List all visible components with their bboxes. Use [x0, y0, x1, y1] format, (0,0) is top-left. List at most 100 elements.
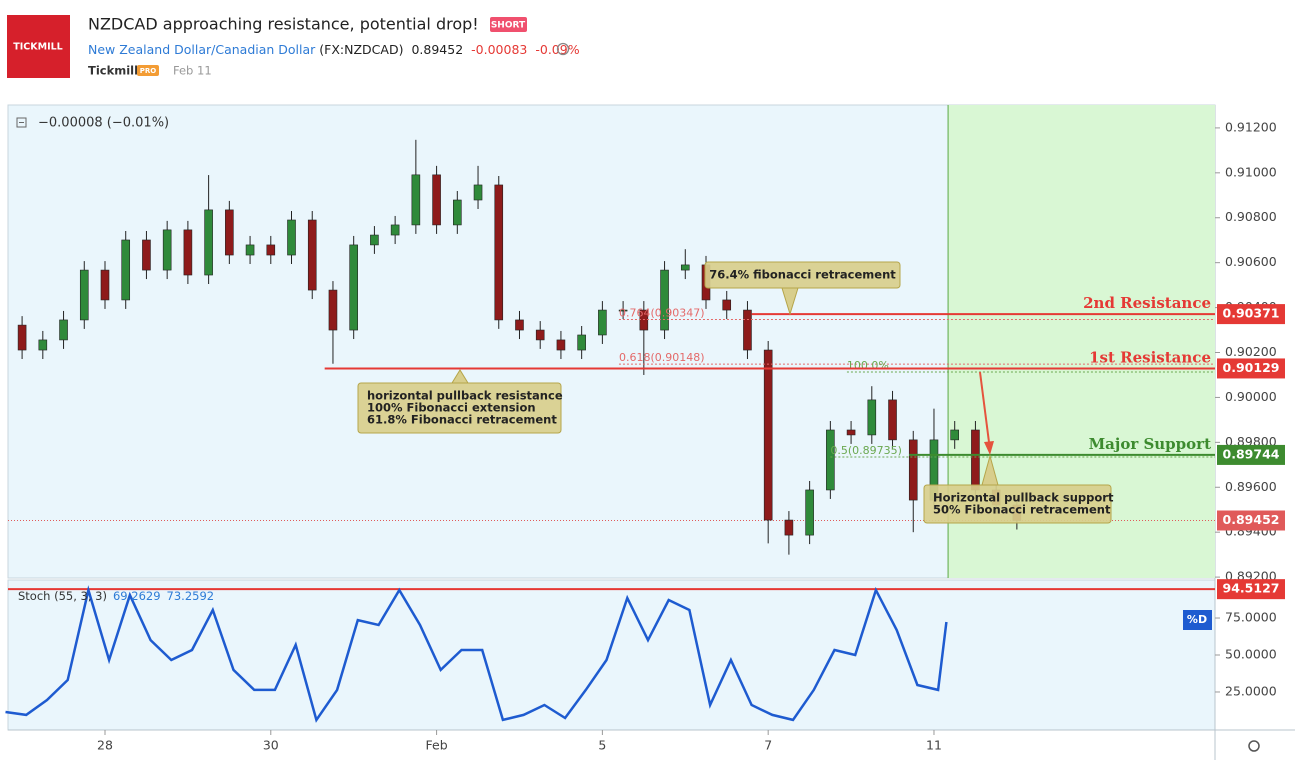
candle-body [494, 184, 504, 321]
candle-body [121, 239, 131, 301]
settings-icon[interactable] [1248, 740, 1260, 752]
stoch-pane [7, 579, 1216, 731]
candle-body [225, 209, 234, 256]
candle-body [846, 429, 856, 436]
idea-title: NZDCAD approaching resistance, potential… [88, 15, 479, 34]
candle-body [370, 234, 379, 246]
candle-body [908, 439, 918, 501]
y-tick-label: 0.90000 [1225, 389, 1277, 404]
level-name: 2nd Resistance [1083, 294, 1211, 312]
candle-body [432, 174, 441, 226]
y-tick-label: 0.91000 [1225, 164, 1277, 179]
candle-body [162, 229, 172, 271]
candle-body [183, 229, 193, 276]
pane-change: −0.00008 (−0.01%) [38, 116, 169, 131]
level-badge-label: 0.90371 [1223, 306, 1280, 321]
fib-label: 0.764(0.90347) [619, 306, 705, 319]
y-tick-label: 0.91200 [1225, 119, 1277, 134]
candle-body [453, 199, 462, 226]
y-tick-label: 0.90600 [1225, 254, 1277, 269]
candle-body [950, 429, 959, 441]
candle-body [266, 244, 276, 256]
candle-body [680, 264, 690, 271]
candle-body [577, 334, 586, 351]
collapse-icon[interactable] [16, 117, 27, 128]
candle-body [805, 489, 814, 536]
series-badge-label: %D [1187, 613, 1207, 626]
x-tick-label: 5 [598, 738, 606, 753]
callout [923, 484, 1112, 524]
author[interactable]: Tickmill [88, 64, 138, 78]
callout [704, 261, 901, 289]
level-badge [1217, 358, 1285, 379]
stoch-d-value: 73.2592 [167, 589, 215, 603]
pro-badge [137, 65, 159, 76]
alarm-icon[interactable] [556, 42, 570, 56]
y-tick-label: 0.90200 [1225, 344, 1277, 359]
pro-badge-text: PRO [140, 67, 157, 75]
candle-body [307, 219, 317, 291]
candle-body [349, 244, 358, 331]
callout-text: 100% Fibonacci extension [367, 401, 536, 415]
x-tick-label: 7 [764, 738, 772, 753]
candle-body [473, 184, 483, 201]
candle-body [328, 289, 338, 331]
level-badge-label: 0.89744 [1223, 446, 1280, 461]
symbol-line: New Zealand Dollar/Canadian Dollar (FX:NZ… [88, 42, 580, 57]
fib-label: 0.5(0.89735) [830, 444, 902, 457]
symbol-name[interactable]: New Zealand Dollar/Canadian Dollar [88, 42, 316, 57]
drop-arrow [979, 371, 991, 451]
callout-text: 50% Fibonacci retracement [933, 503, 1111, 517]
publish-date: Feb 11 [173, 64, 212, 78]
candle-body [59, 319, 68, 341]
level-badge-label: 0.90129 [1223, 360, 1280, 375]
callout-text: 61.8% Fibonacci retracement [367, 413, 557, 427]
candle-body [100, 269, 110, 301]
callout-text: 76.4% fibonacci retracement [709, 268, 896, 282]
callout-text: Horizontal pullback support [933, 491, 1114, 505]
candle-body [535, 329, 545, 341]
candle-body [556, 339, 566, 351]
short-badge [490, 17, 527, 32]
price-change: -0.00083 [471, 42, 527, 57]
level-name: 1st Resistance [1089, 348, 1211, 366]
fib-label: 0.618(0.90148) [619, 351, 705, 364]
logo-text: TICKMILL [13, 42, 62, 53]
level-badge [1217, 444, 1285, 465]
candle-body [971, 429, 980, 491]
stoch-level-label: 94.5127 [1223, 581, 1280, 596]
symbol-code[interactable]: (FX:NZDCAD) [319, 42, 403, 57]
candle-body [79, 269, 89, 321]
candle-body [722, 299, 732, 311]
stoch-k-value: 69.2629 [113, 589, 161, 603]
candle-body [743, 309, 752, 351]
fib-label: 100.0% [847, 359, 889, 372]
candle-body [598, 309, 607, 336]
candle-body [38, 339, 48, 351]
series-badge [1183, 610, 1212, 630]
level-name: Major Support [1089, 435, 1212, 453]
callout [357, 382, 562, 434]
level-badge [1217, 304, 1285, 325]
stoch-line [5, 585, 948, 723]
short-badge-text: SHORT [491, 21, 526, 31]
x-tick-label: 28 [97, 738, 113, 753]
candle-body [411, 174, 421, 226]
logo[interactable] [7, 15, 70, 78]
candle-body [515, 319, 524, 331]
candle-body [867, 399, 877, 436]
candle-body [142, 239, 151, 271]
stoch-name: Stoch (55, 3, 3) [18, 589, 107, 603]
candle-body [204, 209, 213, 276]
y-tick-label: 0.89600 [1225, 479, 1277, 494]
candle-body [784, 519, 794, 536]
last-price-badge [1217, 510, 1285, 531]
y-tick-label: 75.0000 [1225, 610, 1277, 625]
candle-body [888, 399, 897, 441]
plot-layer: 0.892000.894000.896000.898000.900000.902… [5, 105, 1285, 753]
x-tick-label: Feb [426, 738, 448, 753]
candle-body [639, 309, 649, 331]
drop-arrow-head [984, 441, 994, 455]
candle-body [660, 269, 669, 331]
candle-body [17, 324, 27, 351]
